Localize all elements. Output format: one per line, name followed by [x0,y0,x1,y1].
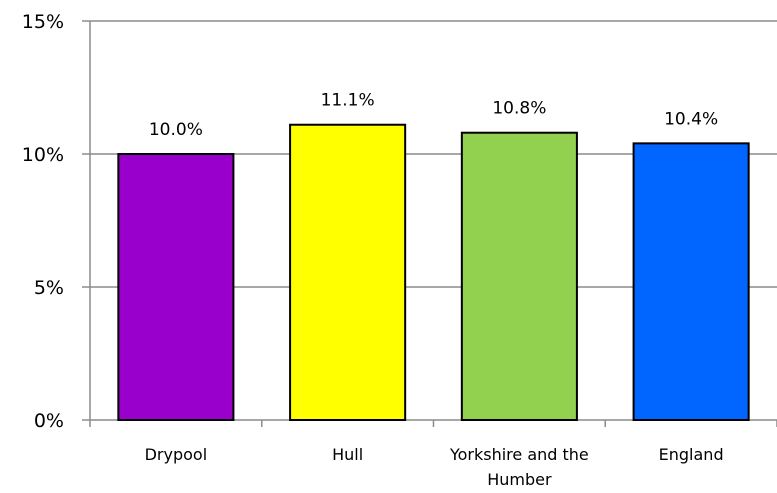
x-tick-label: Yorkshire and the [449,445,589,464]
bar [289,123,407,422]
y-tick-label: 5% [34,277,64,299]
bar [632,142,750,422]
x-tick-label: Humber [487,470,552,489]
data-label: 11.1% [321,91,375,111]
x-tick-label: Hull [332,445,363,464]
x-tick-label: Drypool [145,445,208,464]
data-label: 10.0% [149,120,203,140]
x-tick-label: England [659,445,724,464]
data-label: 10.8% [492,99,546,119]
y-tick-label: 10% [22,144,64,166]
bar [460,131,578,421]
bar [117,153,235,421]
data-label: 10.4% [664,109,718,129]
y-tick-label: 15% [22,11,64,33]
y-tick-label: 0% [34,410,64,432]
